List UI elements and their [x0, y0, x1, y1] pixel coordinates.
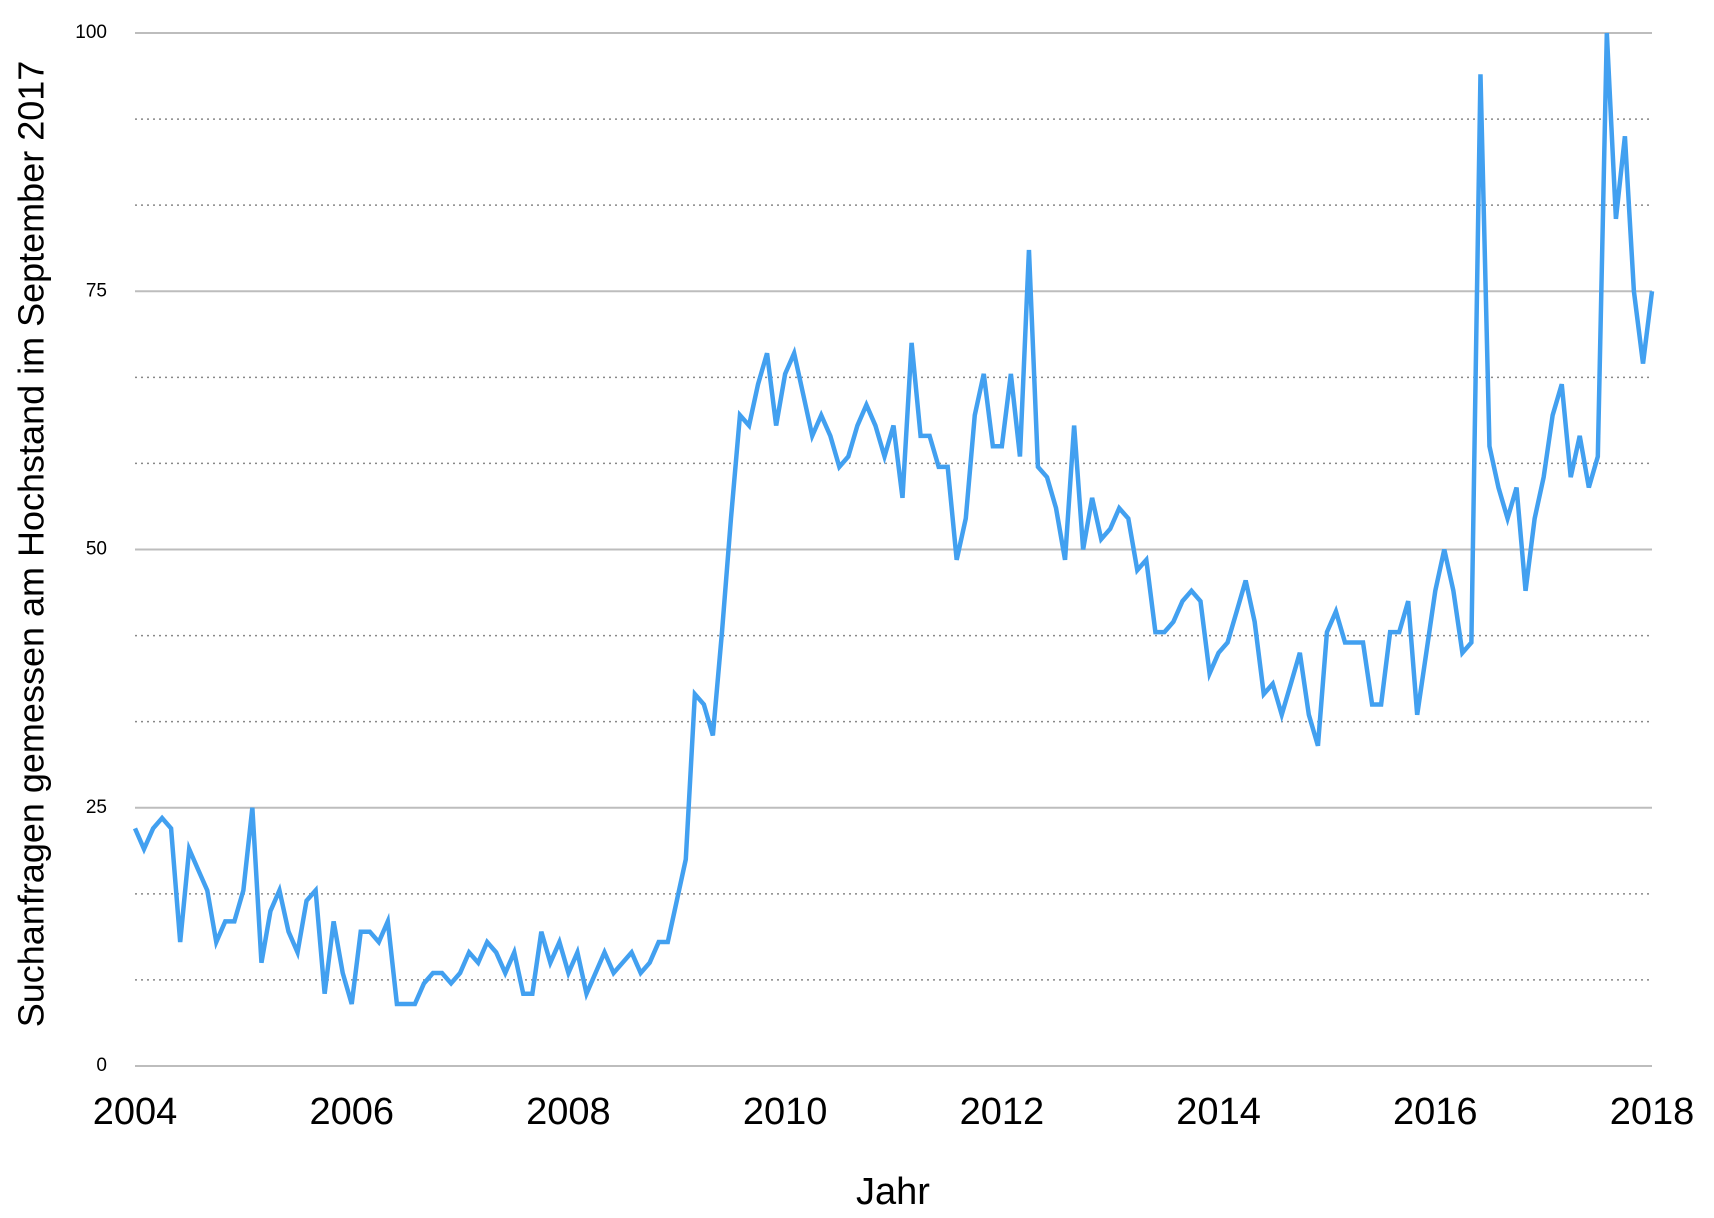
y-tick-label: 75 [86, 280, 107, 301]
y-tick-label: 100 [75, 22, 107, 43]
x-tick-label: 2018 [1610, 1091, 1695, 1133]
x-tick-label: 2012 [960, 1091, 1045, 1133]
x-tick-label: 2004 [93, 1091, 178, 1133]
x-tick-label: 2016 [1393, 1091, 1478, 1133]
x-tick-label: 2008 [526, 1091, 611, 1133]
y-tick-label: 50 [86, 539, 107, 560]
series-line [132, 32, 1655, 1007]
x-tick-label: 2010 [743, 1091, 828, 1133]
y-tick-label: 0 [96, 1055, 107, 1076]
y-axis-label: Suchanfragen gemessen am Hochstand im Se… [11, 61, 52, 1028]
x-tick-label: 2014 [1176, 1091, 1261, 1133]
y-tick-label: 25 [86, 797, 107, 818]
x-tick-label: 2006 [309, 1091, 394, 1133]
x-axis-label: Jahr [856, 1171, 930, 1213]
